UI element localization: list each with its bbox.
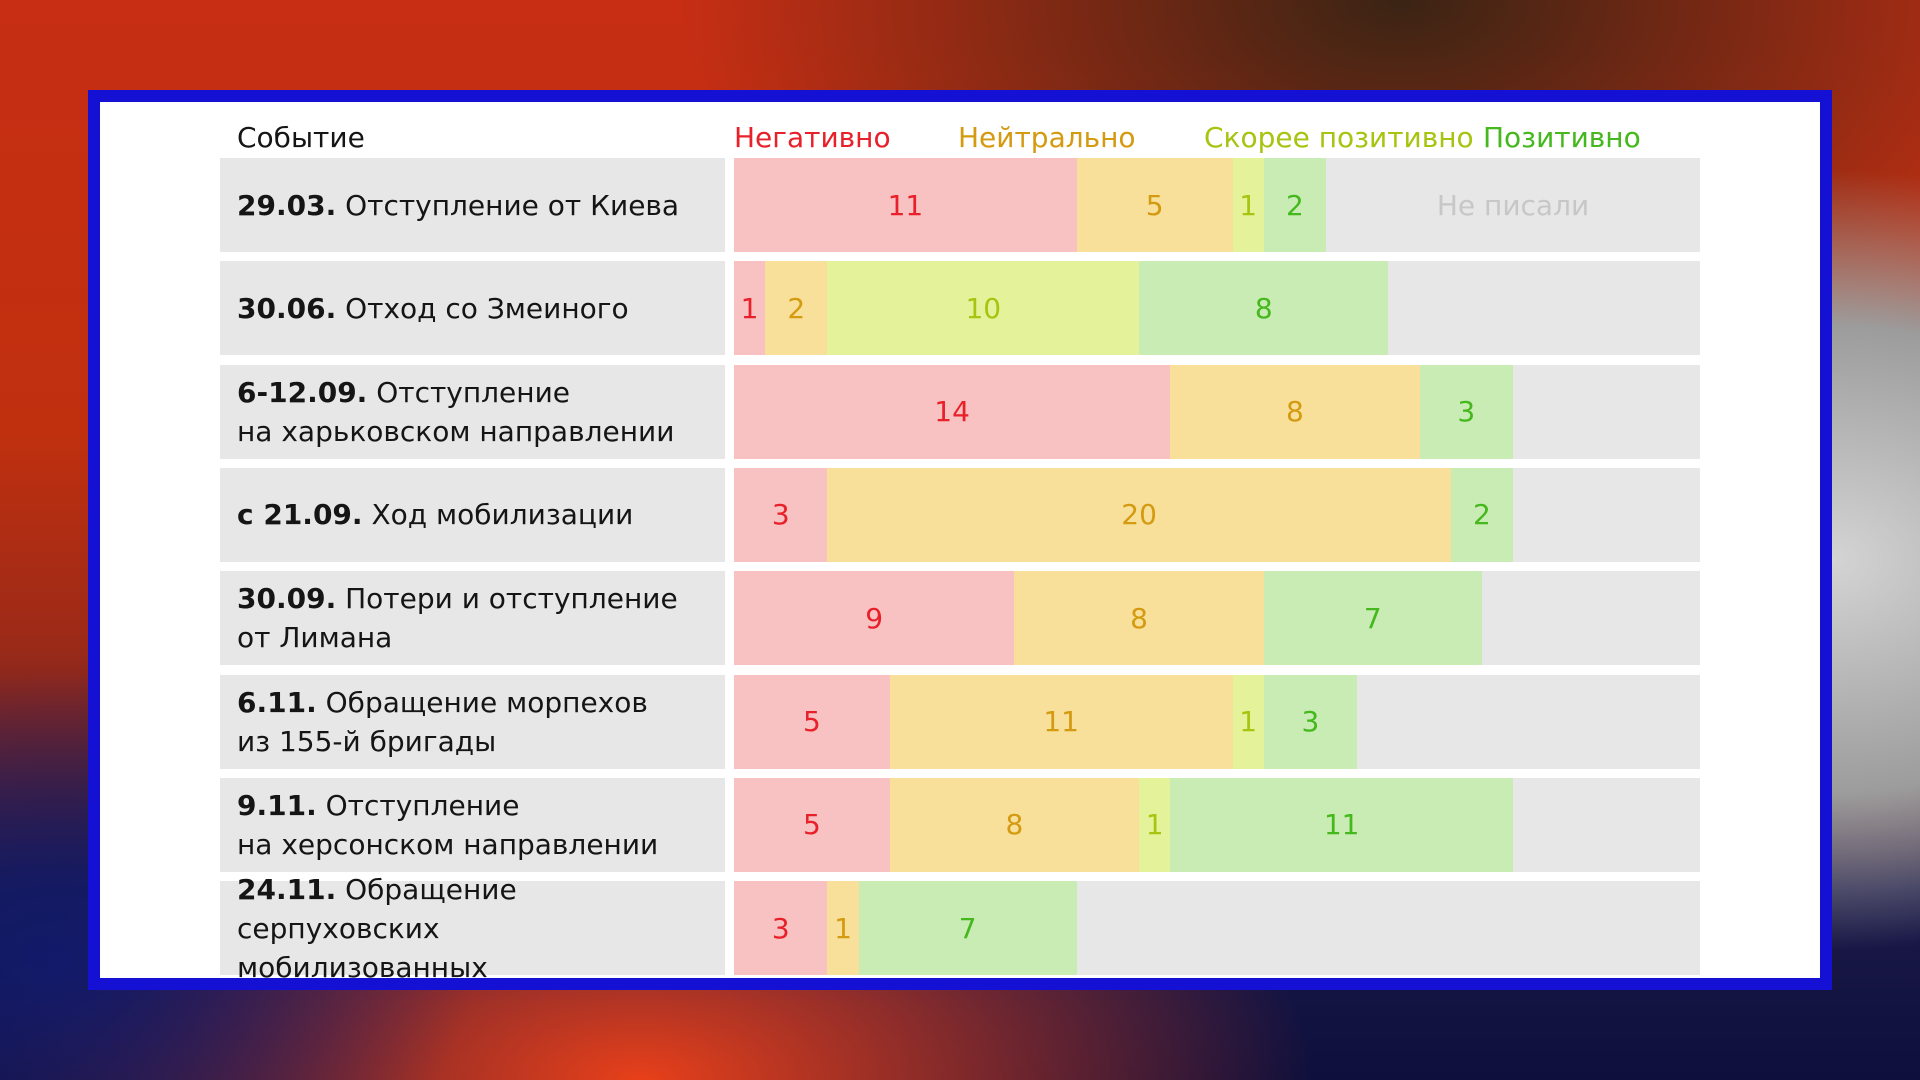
header-positive: Позитивно bbox=[1483, 121, 1641, 154]
bar-segment-neutral: 2 bbox=[765, 261, 828, 356]
event-label: 6.11. Обращение морпехов из 155-й бригады bbox=[220, 674, 725, 769]
event-date: 6-12.09. bbox=[237, 375, 368, 409]
bar-segment-negative: 5 bbox=[734, 674, 890, 769]
event-label-line: мобилизованных bbox=[237, 950, 488, 984]
chart-frame: Событие Негативно Нейтрально Скорее пози… bbox=[88, 90, 1832, 990]
header-negative: Негативно bbox=[734, 121, 891, 154]
bar-segment-negative: 3 bbox=[734, 881, 828, 976]
event-label: с 21.09. Ход мобилизации bbox=[220, 467, 725, 562]
event-date: 9.11. bbox=[237, 788, 317, 822]
bar-segment-positive: 3 bbox=[1263, 674, 1358, 769]
event-label: 6-12.09. Отступление на харьковском напра… bbox=[220, 364, 725, 459]
event-label: 30.06. Отход со Змеиного bbox=[220, 261, 725, 356]
event-label-line: на харьковском направлении bbox=[237, 414, 675, 448]
bar-row: 5 8 1 11 bbox=[734, 777, 1700, 872]
bar-segment-negative: 5 bbox=[734, 777, 890, 872]
bar-segment-negative: 14 bbox=[734, 364, 1171, 459]
event-label-line: с 21.09. Ход мобилизации bbox=[237, 498, 634, 532]
event-label-line: от Лимана bbox=[237, 621, 393, 655]
bar-segment-rather_positive: 1 bbox=[1232, 158, 1264, 252]
bar-segment-neutral: 5 bbox=[1076, 158, 1233, 252]
bar-segment-negative: 1 bbox=[734, 261, 766, 356]
event-date: с 21.09. bbox=[237, 498, 363, 532]
bar-segment-neutral: 1 bbox=[827, 881, 859, 976]
bar-row: 5 11 1 3 bbox=[734, 674, 1700, 769]
bar-row: 11 5 1 2 Не писали bbox=[734, 158, 1700, 252]
header-rather-positive: Скорее позитивно bbox=[1204, 121, 1474, 154]
event-label-line: на херсонском направлении bbox=[237, 827, 659, 861]
bar-segment-positive: 7 bbox=[858, 881, 1077, 976]
event-label-line: 30.09. Потери и отступление bbox=[237, 582, 678, 616]
header-event: Событие bbox=[237, 121, 365, 154]
event-date: 29.03. bbox=[237, 188, 337, 222]
bar-row: 1 2 10 8 bbox=[734, 261, 1700, 356]
event-label-line: 29.03. Отступление от Киева bbox=[237, 188, 680, 222]
bar-segment-positive: 8 bbox=[1139, 261, 1389, 356]
bar-note: Не писали bbox=[1436, 188, 1590, 222]
bar-row: 3 20 2 bbox=[734, 467, 1700, 562]
bar-segment-negative: 9 bbox=[734, 571, 1015, 666]
bar-segment-rather_positive: 1 bbox=[1139, 777, 1171, 872]
event-label: 9.11. Отступление на херсонском направлен… bbox=[220, 777, 725, 872]
bar-segment-rather_positive: 10 bbox=[827, 261, 1140, 356]
bar-segment-positive: 11 bbox=[1170, 777, 1514, 872]
event-date: 24.11. bbox=[237, 872, 337, 906]
event-label: 24.11. Обращение серпуховских мобилизован… bbox=[220, 873, 725, 984]
event-date: 30.09. bbox=[237, 582, 337, 616]
bar-segment-neutral: 8 bbox=[889, 777, 1140, 872]
bar-segment-positive: 3 bbox=[1419, 364, 1514, 459]
bar-segment-positive: 2 bbox=[1263, 158, 1327, 252]
event-label-line: 30.06. Отход со Змеиного bbox=[237, 291, 629, 325]
bar-segment-negative: 11 bbox=[734, 158, 1077, 252]
bar-row: 14 8 3 bbox=[734, 364, 1700, 459]
event-label: 29.03. Отступление от Киева bbox=[220, 158, 725, 252]
bar-segment-neutral: 11 bbox=[889, 674, 1233, 769]
bar-segment-neutral: 20 bbox=[827, 467, 1451, 562]
bar-segment-neutral: 8 bbox=[1014, 571, 1264, 666]
event-label-line: 24.11. Обращение серпуховских bbox=[237, 872, 517, 945]
event-date: 6.11. bbox=[237, 685, 317, 719]
event-label: 30.09. Потери и отступление от Лимана bbox=[220, 571, 725, 666]
event-label-line: 9.11. Отступление bbox=[237, 788, 520, 822]
bar-segment-neutral: 8 bbox=[1170, 364, 1420, 459]
bar-segment-negative: 3 bbox=[734, 467, 828, 562]
header-neutral: Нейтрально bbox=[958, 121, 1136, 154]
event-label-line: 6-12.09. Отступление bbox=[237, 375, 570, 409]
event-date: 30.06. bbox=[237, 291, 337, 325]
bar-segment-positive: 2 bbox=[1450, 467, 1514, 562]
event-label-line: из 155-й бригады bbox=[237, 724, 497, 758]
event-label-line: 6.11. Обращение морпехов bbox=[237, 685, 648, 719]
bar-segment-positive: 7 bbox=[1263, 571, 1482, 666]
bar-segment-rather_positive: 1 bbox=[1232, 674, 1264, 769]
